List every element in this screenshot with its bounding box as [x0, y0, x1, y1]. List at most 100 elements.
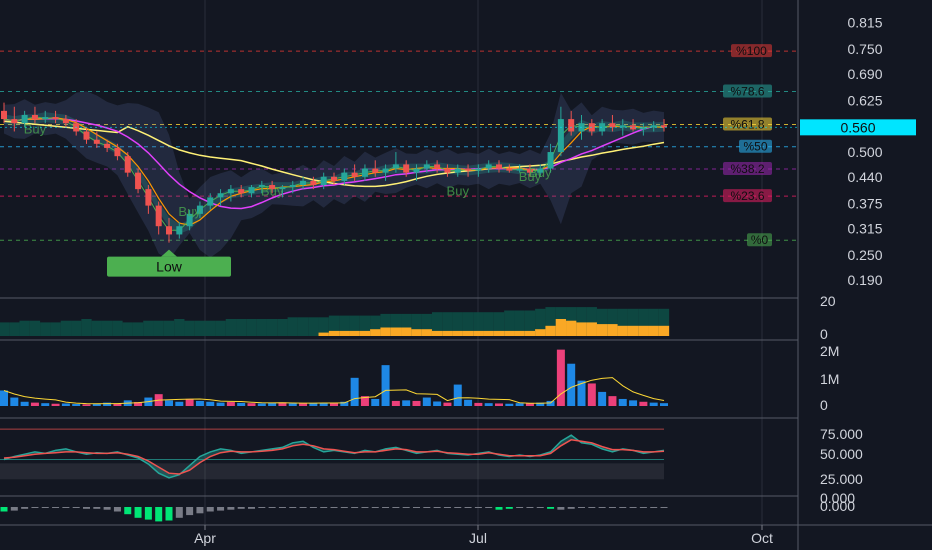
time-axis-label: Oct — [751, 530, 773, 546]
oscillator-bar — [411, 329, 422, 336]
fib-tag — [723, 189, 772, 203]
histogram-bar — [443, 507, 451, 508]
histogram-bar — [278, 507, 286, 508]
oscillator-bar — [184, 320, 195, 336]
buy-signal-label: Buy — [178, 204, 201, 219]
rsi-tick-label: 25.000 — [820, 471, 863, 487]
candle-body — [310, 180, 317, 186]
fib-label: %78.6 — [730, 85, 764, 99]
candle-body — [289, 185, 296, 188]
candle-body — [248, 187, 255, 194]
oscillator-bar — [431, 312, 443, 336]
candle-body — [320, 176, 327, 186]
oscillator-bar — [60, 320, 72, 336]
oscillator-bar — [421, 313, 432, 336]
candle-body — [454, 168, 461, 173]
oscillator-bar — [0, 322, 10, 336]
candle-body — [166, 226, 172, 235]
fib-label: %61.8 — [730, 117, 764, 131]
oscillator-bar — [215, 320, 226, 336]
candle-body — [372, 168, 379, 173]
volume-bar — [567, 363, 576, 406]
oscillator-panel — [0, 307, 670, 336]
oscillator-bar — [122, 322, 133, 336]
volume-tick-label: 1M — [820, 371, 839, 387]
oscillator-bar — [225, 319, 237, 336]
histogram-bar — [0, 507, 8, 512]
oscillator-bar — [493, 312, 505, 336]
candle-body — [300, 180, 307, 186]
oscillator-bar — [514, 330, 525, 336]
candle-body — [176, 226, 183, 235]
volume-bar — [433, 401, 442, 406]
oscillator-bar — [483, 312, 494, 336]
oscillator-bar — [514, 310, 525, 336]
oscillator-bar — [205, 320, 216, 336]
volume-bar — [629, 400, 638, 406]
oscillator-bar — [349, 330, 360, 336]
histogram-bar — [320, 507, 328, 508]
volume-bar — [216, 402, 225, 406]
histogram-bar — [516, 507, 524, 508]
volume-bar — [639, 401, 648, 406]
volume-bar — [10, 397, 19, 406]
oscillator-bar — [658, 325, 670, 336]
oscillator-bar — [266, 319, 278, 336]
price-tick-label: 0.690 — [847, 66, 882, 82]
candle-body — [269, 185, 276, 190]
oscillator-bar — [473, 330, 484, 336]
volume-bar — [412, 400, 421, 406]
candle-body — [661, 125, 667, 128]
oscillator-bar — [370, 329, 381, 336]
histogram-bar — [31, 507, 39, 508]
candle-body — [568, 119, 575, 132]
histogram-bar — [423, 507, 431, 508]
rsi-neutral-band — [0, 463, 664, 480]
candle-body — [392, 164, 399, 169]
volume-bar — [484, 403, 493, 406]
histogram-bar — [588, 507, 596, 508]
volume-bar — [113, 403, 122, 406]
candle-body — [526, 168, 533, 173]
candle-body — [145, 189, 152, 206]
histogram-tick-label: 0.000 — [820, 498, 855, 514]
rsi-line — [3, 439, 665, 475]
oscillator-bar — [452, 312, 463, 336]
histogram-bar — [361, 507, 369, 508]
candle-body — [444, 168, 451, 173]
candle-body — [485, 164, 492, 169]
fib-tag — [747, 233, 772, 247]
volume-bar — [185, 398, 194, 406]
oscillator-bar — [101, 320, 113, 336]
fib-label: %0 — [751, 233, 769, 247]
buy-signal-label: Buy — [24, 122, 47, 137]
low-label-text: Low — [156, 259, 183, 275]
histogram-bar — [526, 507, 534, 508]
candle-body — [351, 172, 358, 177]
oscillator-bar — [194, 320, 206, 336]
candle-body — [196, 205, 203, 214]
histogram-bar — [557, 507, 565, 510]
volume-bar — [175, 401, 184, 406]
oscillator-bar — [483, 330, 494, 336]
price-tick-label: 0.750 — [847, 41, 882, 57]
histogram-bar — [351, 507, 359, 508]
volume-bar — [371, 398, 380, 406]
fib-label: %38.2 — [730, 162, 764, 176]
histogram-bar — [567, 507, 575, 509]
histogram-bar — [485, 507, 493, 508]
oscillator-bar — [29, 320, 41, 336]
candle-body — [423, 164, 430, 169]
candle-body — [382, 168, 389, 173]
oscillator-bar — [308, 317, 319, 336]
volume-bar — [268, 402, 277, 406]
low-label-box — [107, 256, 231, 277]
histogram-bar — [433, 507, 441, 508]
candle-body — [403, 164, 410, 173]
price-panel: %100%78.6%61.8%50%38.2%23.6%0LowBuyBuyBu… — [0, 44, 798, 277]
oscillator-bar — [493, 330, 505, 336]
volume-bar — [453, 384, 462, 406]
volume-bar — [103, 402, 112, 406]
candle-body — [609, 123, 616, 128]
